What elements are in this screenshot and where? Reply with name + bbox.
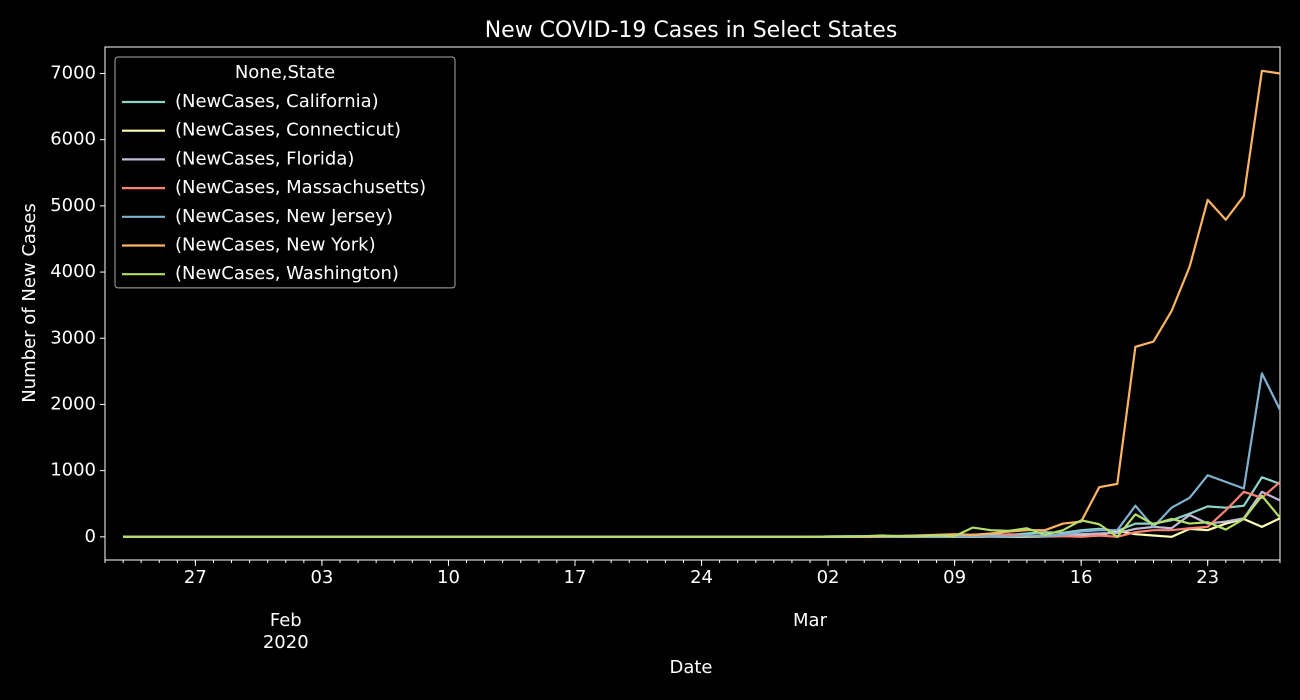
chart-title: New COVID-19 Cases in Select States xyxy=(485,18,898,43)
y-axis-label: Number of New Cases xyxy=(19,203,40,403)
legend: None,State (NewCases, California) (NewCase… xyxy=(114,56,456,289)
legend-box xyxy=(114,56,456,289)
x-year-label: 2020 xyxy=(263,632,309,653)
y-tick-label: 0 xyxy=(85,526,96,547)
legend-label: (NewCases, New York) xyxy=(175,235,376,256)
x-tick-label: 16 xyxy=(1070,567,1093,588)
legend-title: None,State xyxy=(235,62,335,83)
legend-label: (NewCases, Florida) xyxy=(175,148,354,169)
y-tick-label: 3000 xyxy=(50,327,96,348)
y-tick-label: 6000 xyxy=(50,129,96,150)
y-tick-label: 2000 xyxy=(50,393,96,414)
x-tick-label: 17 xyxy=(564,567,587,588)
legend-label: (NewCases, Washington) xyxy=(175,263,399,284)
x-tick-label: 23 xyxy=(1196,567,1219,588)
x-axis-label: Date xyxy=(669,657,712,678)
legend-label: (NewCases, California) xyxy=(175,91,379,112)
legend-label: (NewCases, Connecticut) xyxy=(175,120,401,141)
y-tick-label: 4000 xyxy=(50,261,96,282)
x-month-label: Feb xyxy=(270,610,302,631)
x-tick-label: 02 xyxy=(817,567,840,588)
series-line xyxy=(123,494,1281,538)
x-tick-label: 09 xyxy=(943,567,966,588)
y-tick-label: 5000 xyxy=(50,195,96,216)
x-tick-label: 24 xyxy=(690,567,713,588)
x-month-label: Mar xyxy=(793,610,828,631)
legend-label: (NewCases, Massachusetts) xyxy=(175,177,426,198)
x-tick-label: 27 xyxy=(184,567,207,588)
x-tick-label: 03 xyxy=(310,567,333,588)
legend-label: (NewCases, New Jersey) xyxy=(175,206,393,227)
x-tick-label: 10 xyxy=(437,567,460,588)
y-tick-label: 1000 xyxy=(50,460,96,481)
y-tick-label: 7000 xyxy=(50,62,96,83)
plot-frame xyxy=(104,46,1281,561)
